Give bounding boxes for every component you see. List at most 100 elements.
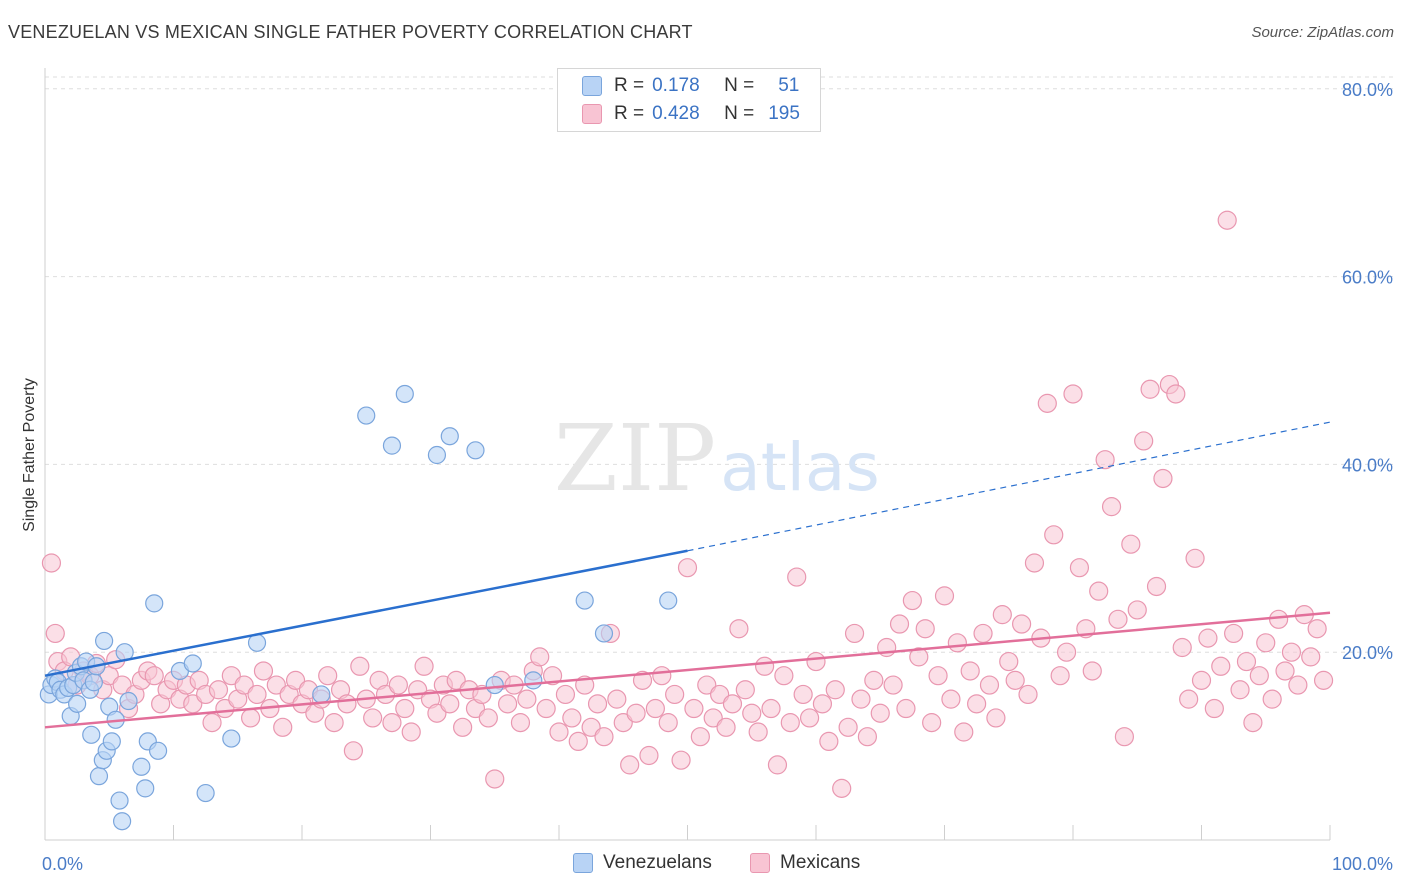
mexican-point [1191, 670, 1212, 690]
mexican-point [645, 698, 665, 719]
watermark-zip: ZIP [554, 405, 716, 512]
venezuelan-point [594, 624, 614, 643]
venezuelans-legend-swatch [573, 853, 593, 873]
venezuelan-point [440, 427, 459, 446]
mexican-point [639, 745, 659, 766]
mexican-point [414, 656, 434, 676]
mexican-point [671, 750, 691, 770]
mexican-point [562, 708, 582, 728]
mexican-point [1166, 384, 1186, 404]
tick-labels: 20.0% 40.0% 60.0% 80.0% 0.0% 100.0% [42, 80, 1393, 874]
r-label: R = [614, 103, 645, 124]
mexican-point [350, 656, 370, 676]
mexican-point [607, 689, 627, 709]
mexican-point [1301, 647, 1321, 667]
venezuelan-point [102, 732, 121, 751]
mexican-point [960, 661, 980, 681]
mexican-point [395, 698, 415, 719]
legend-item-mexicans[interactable]: Mexicans [750, 852, 860, 874]
stats-row-mexicans: R = 0.428 N = 195 [582, 101, 800, 127]
mexican-point [1018, 684, 1038, 705]
mexican-point [870, 703, 890, 723]
mexican-point [947, 633, 967, 653]
x-tick-label: 100.0% [1332, 854, 1393, 874]
mexican-point [992, 605, 1012, 625]
mexican-point [1121, 534, 1141, 554]
y-tick-label: 60.0% [1342, 268, 1393, 288]
mexican-point [864, 670, 884, 690]
mexican-point [793, 684, 813, 705]
source-label: Source: ZipAtlas.com [1251, 24, 1394, 41]
mexican-point [266, 675, 286, 695]
mexican-point [388, 675, 408, 695]
stats-legend: R = 0.178 N = 51 R = 0.428 N = 195 [557, 68, 821, 132]
r-value: 0.178 [652, 75, 700, 96]
venezuelan-point [119, 691, 138, 711]
n-value: 51 [778, 75, 800, 96]
venezuelan-point [112, 812, 132, 831]
mexican-point [838, 717, 858, 737]
mexican-point [677, 558, 698, 578]
mexican-point [799, 708, 820, 728]
venezuelan-trend-line [44, 549, 688, 677]
venezuelan-point [382, 436, 402, 455]
mexican-point [889, 614, 910, 634]
mexican-point [41, 553, 62, 573]
mexican-point [581, 717, 601, 737]
mexican-point [1095, 450, 1115, 470]
mexican-point [440, 694, 460, 714]
mexican-point [1275, 661, 1295, 681]
mexican-point [1089, 581, 1109, 601]
mexican-point [363, 708, 383, 728]
venezuelan-point [659, 591, 678, 610]
mexican-point [401, 722, 421, 742]
legend-label-venezuelans: Venezuelans [603, 852, 712, 873]
mexican-point [208, 680, 229, 700]
mexican-point [928, 666, 948, 686]
mexican-point [542, 666, 563, 686]
chart-title: VENEZUELAN VS MEXICAN SINGLE FATHER POVE… [8, 22, 693, 42]
mexican-point [697, 675, 717, 695]
mexican-point [684, 698, 704, 719]
mexican-point [517, 689, 537, 709]
venezuelan-point [148, 741, 168, 760]
mexican-point [343, 741, 363, 761]
mexican-point [337, 694, 357, 714]
mexican-point [1249, 666, 1269, 686]
mexican-point [221, 666, 241, 686]
mexican-point [536, 698, 556, 719]
mexican-point [1069, 558, 1090, 578]
legend-item-venezuelans[interactable]: Venezuelans [573, 852, 712, 874]
mexican-point [1307, 619, 1327, 639]
mexican-point [1243, 713, 1263, 733]
mexican-point [909, 647, 929, 667]
mexican-point [594, 727, 614, 747]
mexican-point [883, 675, 903, 695]
mexican-point [613, 713, 633, 733]
mexican-point [1108, 609, 1128, 629]
mexican-point [986, 708, 1006, 728]
mexican-point [1236, 651, 1257, 672]
mexican-point [587, 694, 608, 714]
mexican-point [1114, 727, 1135, 747]
venezuelan-point [110, 791, 129, 810]
mexican-point [832, 778, 852, 798]
mexican-point [45, 623, 65, 644]
mexican-point [241, 708, 261, 728]
mexican-point [1281, 642, 1302, 662]
mexican-point [1224, 623, 1244, 644]
venezuelan-point [68, 694, 87, 713]
mexican-point [183, 694, 203, 714]
mexican-point [112, 675, 132, 695]
n-label: N = [724, 103, 755, 124]
mexican-point [915, 619, 935, 639]
mexican-point [735, 680, 755, 700]
mexican-point [446, 670, 466, 690]
mexican-point [324, 713, 344, 733]
x-tick-label: 0.0% [42, 854, 83, 874]
venezuelan-point [145, 594, 164, 613]
venezuelan-point [95, 631, 114, 651]
mexican-point [665, 684, 685, 705]
mexican-point [285, 670, 306, 690]
